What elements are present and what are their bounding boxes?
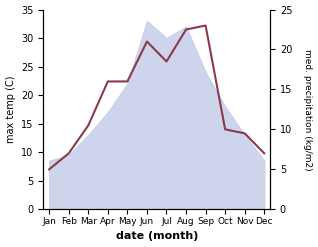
X-axis label: date (month): date (month) <box>115 231 198 242</box>
Y-axis label: max temp (C): max temp (C) <box>5 76 16 143</box>
Y-axis label: med. precipitation (kg/m2): med. precipitation (kg/m2) <box>303 49 313 170</box>
